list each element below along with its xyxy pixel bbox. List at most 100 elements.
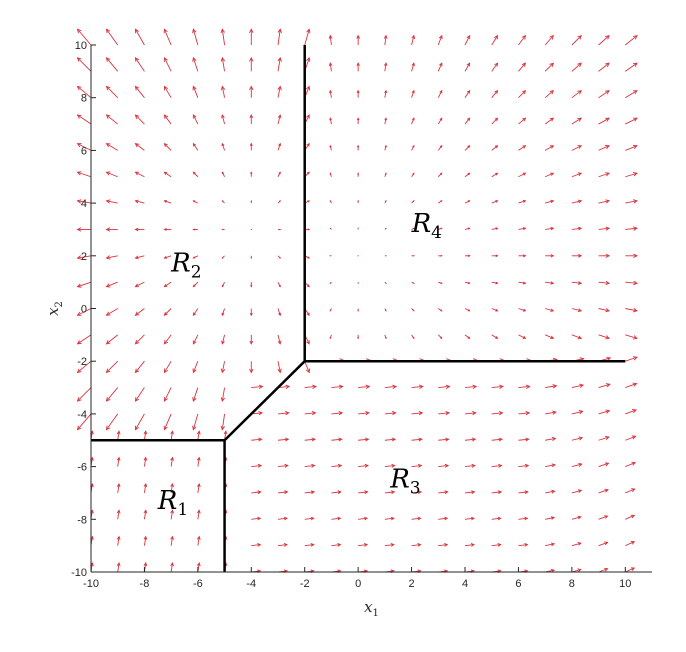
vector-arrow — [518, 199, 527, 204]
vector-arrow — [356, 144, 360, 151]
y-tick-label: -10 — [71, 567, 87, 579]
vector-arrow — [464, 281, 471, 285]
vector-arrow — [304, 28, 311, 46]
vector-arrow — [163, 334, 172, 345]
y-tick-label: 2 — [81, 251, 87, 263]
vector-arrow — [518, 411, 531, 416]
vector-arrow — [598, 515, 609, 520]
vector-arrow — [491, 463, 503, 468]
vector-arrow — [625, 117, 638, 125]
vector-arrow — [438, 543, 449, 547]
vector-arrow — [134, 387, 145, 402]
vector-arrow — [357, 334, 360, 340]
vector-arrow — [105, 227, 118, 232]
vector-arrow — [277, 281, 281, 288]
vector-arrow — [304, 543, 315, 547]
vector-arrow — [170, 509, 174, 520]
vector-arrow — [518, 308, 527, 312]
vector-arrow — [598, 117, 610, 125]
vector-arrow — [464, 34, 471, 46]
vector-arrow — [277, 543, 288, 547]
vector-arrow — [437, 89, 443, 98]
vector-arrow — [545, 226, 555, 231]
vector-arrow — [545, 281, 555, 285]
vector-arrow — [464, 411, 477, 416]
vector-arrow — [329, 117, 332, 125]
vector-arrow — [571, 145, 583, 151]
vector-arrow — [518, 463, 530, 468]
vector-arrow — [278, 228, 282, 231]
vector-arrow — [192, 28, 199, 46]
vector-arrow — [411, 62, 415, 72]
vector-arrow — [357, 255, 359, 257]
vector-arrow — [329, 144, 332, 151]
region-label-r4: R4 — [411, 209, 442, 243]
vector-arrow — [544, 172, 555, 178]
x-tick-label: 0 — [355, 578, 361, 590]
vector-arrow — [192, 85, 199, 98]
vector-arrow — [384, 490, 396, 495]
vector-arrow — [384, 89, 388, 98]
vector-arrow — [491, 437, 504, 442]
vector-arrow — [571, 226, 583, 231]
x-tick-label: -8 — [140, 578, 150, 590]
vector-arrow — [163, 360, 172, 374]
vector-arrow — [196, 535, 201, 546]
vector-arrow — [545, 254, 555, 258]
vector-arrow — [384, 144, 387, 151]
vector-arrow — [518, 490, 529, 495]
vector-arrow — [384, 437, 397, 442]
vector-arrow — [491, 411, 504, 416]
vector-arrow — [411, 543, 422, 547]
vector-arrow — [465, 254, 471, 257]
y-tick-label: -2 — [77, 356, 87, 368]
vector-arrow — [411, 117, 415, 125]
vector-arrow — [518, 145, 527, 151]
vector-arrow — [625, 435, 637, 441]
vector-arrow — [491, 254, 499, 258]
vector-arrow — [163, 413, 172, 431]
vector-arrow — [221, 281, 225, 288]
vector-arrow — [328, 62, 333, 72]
vector-arrow — [464, 227, 471, 230]
vector-arrow — [491, 200, 499, 204]
vector-arrow — [76, 255, 92, 260]
vector-arrow — [625, 541, 636, 547]
vector-arrow — [437, 62, 443, 72]
vector-arrow — [571, 334, 583, 340]
vector-arrow — [134, 360, 145, 374]
vector-arrow — [384, 172, 387, 177]
vector-arrow — [545, 308, 555, 312]
vector-arrow — [383, 62, 388, 72]
vector-arrow — [491, 34, 499, 46]
vector-arrow — [163, 114, 172, 125]
vector-arrow — [571, 62, 582, 72]
vector-arrow — [625, 253, 638, 259]
vector-arrow — [544, 145, 555, 151]
vector-arrow — [491, 172, 499, 178]
vector-arrow — [518, 62, 527, 72]
vector-arrow — [384, 516, 395, 521]
vector-arrow — [625, 308, 638, 313]
vector-arrow — [220, 361, 226, 374]
vector-arrow — [116, 456, 121, 467]
y-ticks: -10 -8 -6 -4 -2 0 2 4 6 8 10 — [71, 40, 96, 579]
vector-arrow — [105, 114, 118, 125]
vector-arrow — [163, 387, 172, 402]
vector-arrow — [598, 62, 610, 72]
vector-arrow — [491, 117, 499, 125]
vector-arrow — [250, 199, 253, 204]
vector-arrow — [221, 255, 225, 259]
vector-arrow — [170, 456, 174, 467]
vector-arrow — [277, 114, 282, 125]
vector-arrow — [105, 413, 119, 431]
vector-arrow — [277, 437, 290, 442]
vector-arrow — [625, 356, 638, 362]
vector-arrow — [331, 384, 344, 389]
vector-arrow — [170, 562, 174, 573]
vector-arrow — [571, 90, 583, 99]
vector-arrow — [358, 463, 370, 468]
vector-arrow — [625, 280, 638, 286]
vector-arrow — [625, 514, 636, 520]
